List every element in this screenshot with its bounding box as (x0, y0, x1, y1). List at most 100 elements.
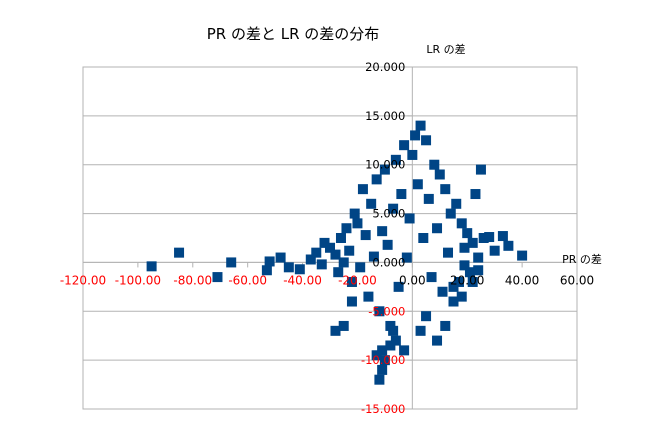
y-tick-label: 20.000 (365, 60, 405, 74)
x-tick-label: 20.00 (450, 273, 484, 287)
y-tick-labels: 20.000 15.000 10.000 5.000 0.000 -5.000 -10.00… (361, 60, 405, 416)
data-point (448, 281, 459, 292)
data-point (429, 159, 440, 170)
data-point (385, 340, 396, 351)
data-point (349, 208, 360, 219)
data-point (418, 233, 429, 243)
data-point (382, 239, 393, 250)
data-point (352, 218, 363, 229)
y-tick-label: -10.000 (361, 353, 405, 367)
data-point (432, 223, 443, 234)
data-point (390, 154, 401, 165)
y-axis-title: LR の差 (426, 42, 465, 56)
data-point (338, 320, 349, 331)
data-point (396, 189, 407, 200)
x-tick-label: -120.00 (60, 273, 106, 287)
data-point (434, 169, 445, 180)
data-point (355, 262, 366, 273)
data-point (412, 179, 423, 190)
data-point (464, 267, 475, 278)
data-point (462, 228, 473, 239)
data-point (275, 252, 286, 263)
data-point (305, 254, 316, 265)
data-point (341, 223, 352, 234)
data-point (415, 120, 426, 131)
data-point (363, 291, 374, 302)
data-point (432, 335, 443, 346)
data-point (371, 350, 382, 361)
data-point (443, 247, 454, 258)
chart-title: PR の差と LR の差の分布 (207, 25, 380, 43)
data-point (399, 140, 410, 151)
data-point (467, 237, 478, 248)
data-point (437, 286, 448, 297)
data-point (325, 242, 335, 253)
data-point (346, 296, 357, 307)
data-point (377, 226, 388, 237)
data-point (467, 276, 478, 287)
data-point (440, 184, 451, 195)
data-point (338, 257, 349, 268)
data-point (478, 233, 489, 243)
data-point (404, 213, 415, 224)
x-tick-label: -80.00 (173, 273, 212, 287)
data-point (212, 272, 223, 283)
data-point (311, 247, 322, 258)
x-tick-label: 0.00 (399, 273, 426, 287)
data-point (346, 276, 357, 287)
data-point (330, 249, 341, 260)
y-tick-label: 10.000 (365, 158, 405, 172)
data-point (473, 252, 484, 263)
data-point (374, 306, 385, 317)
data-point (456, 291, 467, 302)
data-point (294, 264, 305, 275)
data-point (226, 257, 237, 268)
data-point (360, 230, 371, 241)
data-point (261, 265, 272, 276)
data-point (371, 174, 382, 185)
data-point (470, 189, 481, 200)
data-point (374, 374, 385, 385)
x-tick-label: 60.00 (560, 273, 594, 287)
data-point (335, 233, 346, 243)
data-point (399, 345, 410, 356)
data-point (489, 245, 500, 256)
y-tick-label: 15.000 (365, 109, 405, 123)
axes (82, 66, 578, 410)
data-point (388, 325, 399, 336)
data-point (456, 218, 467, 229)
data-point (503, 240, 514, 251)
data-point (264, 256, 275, 267)
data-point (401, 252, 412, 263)
data-point (357, 184, 368, 195)
x-axis-title: PR の差 (562, 252, 602, 266)
data-point (423, 193, 434, 204)
data-point (459, 242, 470, 253)
data-point (377, 364, 388, 375)
x-tick-labels: -120.00 -100.00 -80.00 -60.00 -40.00 -20.00 0.… (60, 273, 594, 287)
data-point (379, 355, 390, 366)
data-point (440, 320, 451, 331)
data-point (344, 245, 355, 256)
data-point (146, 261, 157, 272)
data-point (366, 198, 377, 209)
data-point (453, 276, 464, 287)
data-point (497, 231, 508, 242)
x-tick-label: -20.00 (338, 273, 377, 287)
data-point (421, 311, 432, 322)
y-tick-label: -5.000 (368, 304, 405, 318)
data-point (393, 281, 404, 292)
data-point (473, 265, 484, 276)
x-tick-label: -100.00 (115, 273, 161, 287)
data-point (174, 247, 185, 258)
x-tick-label: -40.00 (283, 273, 322, 287)
data-point (330, 325, 341, 336)
data-point (410, 130, 421, 141)
data-point (459, 260, 470, 271)
data-point (390, 335, 401, 346)
data-points (146, 120, 528, 385)
data-point (517, 250, 528, 261)
data-point (377, 345, 388, 356)
data-point (484, 232, 495, 243)
